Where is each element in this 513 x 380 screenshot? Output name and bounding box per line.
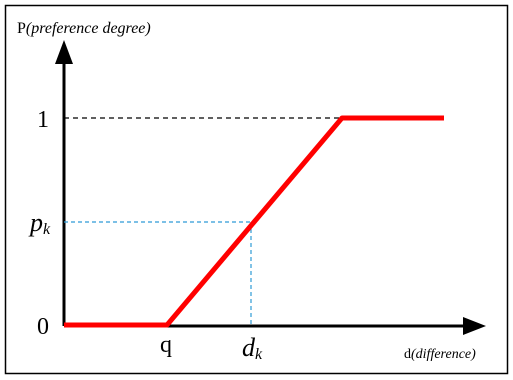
level-pk-label-base: p <box>28 208 43 237</box>
y-axis-title-prefix: P <box>17 20 26 37</box>
threshold-q-label: q <box>160 332 172 358</box>
x-axis-arrow-icon <box>463 317 486 335</box>
level-one-label: 1 <box>37 107 49 133</box>
y-axis-arrow-icon <box>55 40 73 64</box>
x-axis-title-prefix: d <box>404 347 411 362</box>
y-axis-title: P(preference degree) <box>17 20 151 37</box>
dk-label: dk <box>242 333 263 363</box>
y-axis-title-italic: (preference degree) <box>26 20 151 37</box>
dk-label-sub: k <box>255 346 263 363</box>
level-pk-label-sub: k <box>43 221 51 238</box>
x-axis-title: d(difference) <box>404 347 476 362</box>
x-axis-title-italic: (difference) <box>411 347 476 362</box>
origin-label: 0 <box>37 314 49 340</box>
preference-curve <box>64 115 444 328</box>
level-pk-label: pk <box>28 208 51 238</box>
frame <box>4 4 509 375</box>
dk-label-base: d <box>242 333 256 362</box>
